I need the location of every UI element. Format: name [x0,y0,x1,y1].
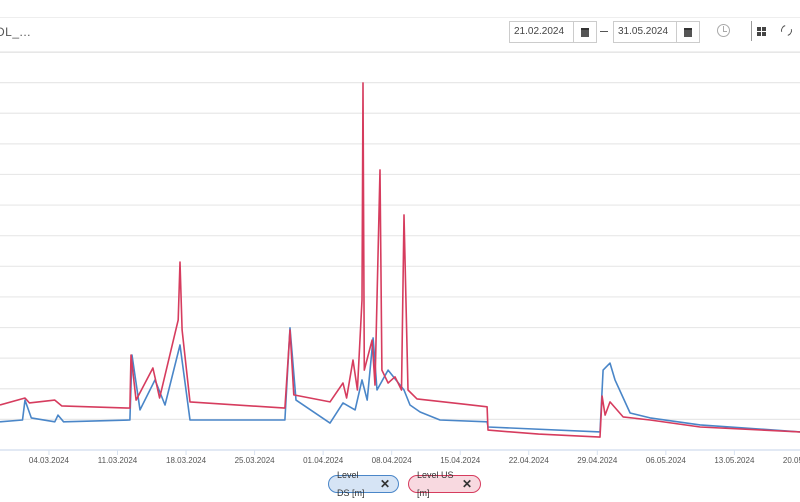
x-tick-label: 04.03.2024 [29,456,70,465]
grid-icon[interactable] [757,27,766,36]
x-tick-label: 13.05.2024 [714,456,755,465]
close-icon[interactable]: ✕ [461,477,472,491]
x-tick-label: 08.04.2024 [372,456,413,465]
calendar-icon[interactable] [676,22,699,42]
date-range-separator [600,31,608,32]
x-tick-label: 22.04.2024 [509,456,550,465]
x-tick-label: 25.03.2024 [235,456,276,465]
x-tick-label: 20.05.2024 [783,456,800,465]
legend-label: Level DS [m] [337,470,365,498]
x-tick-label: 01.04.2024 [303,456,344,465]
legend-label: Level US [m] [417,470,454,498]
series-line-level-ds [0,327,800,433]
x-tick-label: 18.03.2024 [166,456,207,465]
date-from-input[interactable]: 21.02.2024 [509,21,597,43]
line-chart: 04.03.2024 11.03.2024 18.03.2024 25.03.2024… [0,51,800,465]
toolbar-divider [751,21,752,41]
close-icon[interactable]: ✕ [379,477,390,491]
legend-item-level-us[interactable]: Level US [m] ✕ [408,470,481,498]
legend-item-level-ds[interactable]: Level DS [m] ✕ [328,470,399,498]
series-line-level-us [0,82,800,438]
x-tick-label: 15.04.2024 [440,456,481,465]
top-divider [0,17,800,18]
chart-title: DL_... [0,25,32,39]
calendar-icon[interactable] [573,22,596,42]
x-tick-label: 29.04.2024 [577,456,618,465]
date-to-input[interactable]: 31.05.2024 [613,21,700,43]
x-tick-label: 06.05.2024 [646,456,687,465]
date-from-value: 21.02.2024 [514,26,565,37]
clock-icon[interactable] [717,24,730,37]
x-tick-label: 11.03.2024 [98,456,138,465]
date-to-value: 31.05.2024 [618,26,669,37]
